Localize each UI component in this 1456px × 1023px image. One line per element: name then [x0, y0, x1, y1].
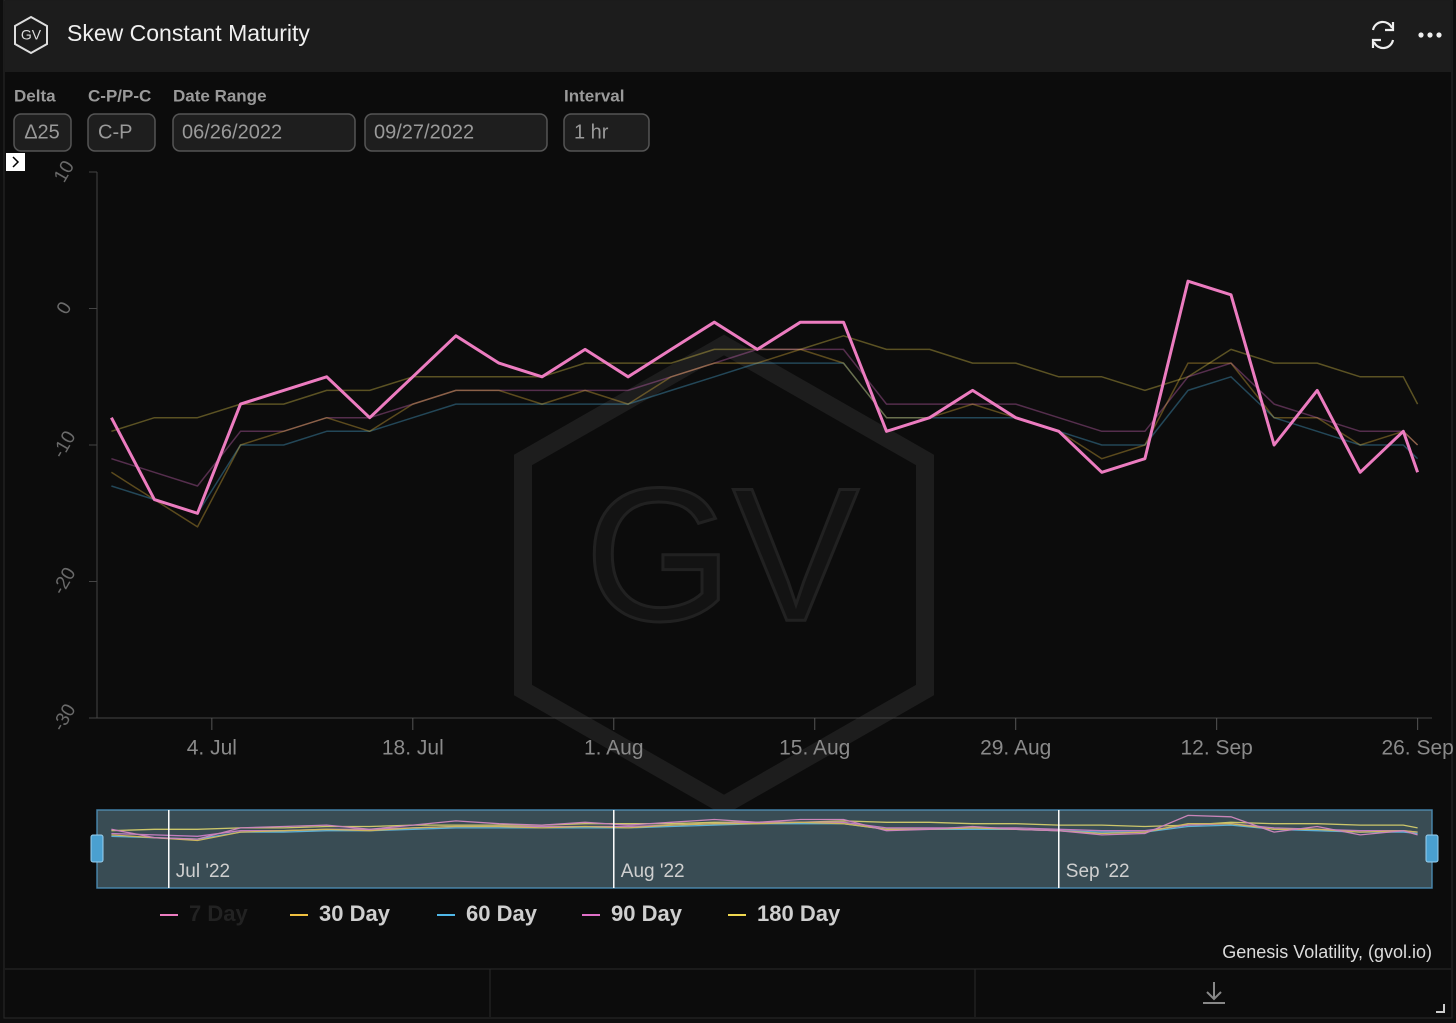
resize-handle	[1436, 1004, 1445, 1013]
x-tick-label: 15. Aug	[779, 737, 850, 760]
x-tick-label: 12. Sep	[1180, 737, 1252, 760]
series-line	[111, 362, 1419, 515]
x-tick-label: 1. Aug	[584, 737, 644, 760]
dot	[1427, 32, 1433, 38]
control-label: Date Range	[173, 86, 267, 105]
legend-label: 90 Day	[611, 901, 683, 926]
x-tick-label: 29. Aug	[980, 737, 1051, 760]
dot	[1418, 32, 1424, 38]
legend-item[interactable]: 30 Day	[290, 901, 391, 926]
legend-label: 60 Day	[466, 901, 538, 926]
delta-select[interactable]	[13, 113, 72, 152]
toggle-chevron	[12, 156, 20, 168]
legend-label: 7 Day	[189, 901, 248, 926]
interval-select[interactable]	[563, 113, 650, 152]
control-value: Δ25	[24, 121, 60, 143]
x-tick-label: 4. Jul	[187, 737, 237, 760]
panel-title: Skew Constant Maturity	[67, 20, 310, 46]
refresh-arc	[1372, 39, 1395, 50]
series-line	[110, 348, 1419, 528]
navigator-tick-label: Sep '22	[1066, 861, 1130, 882]
control-value: 06/26/2022	[182, 121, 282, 143]
navigator-tick-label: Jul '22	[176, 861, 230, 882]
navigator-handle[interactable]	[1425, 834, 1439, 863]
legend-item[interactable]: 7 Day	[160, 901, 248, 926]
navigator-tick-label: Aug '22	[621, 861, 685, 882]
legend-item[interactable]: 180 Day	[728, 901, 841, 926]
legend-item[interactable]: 60 Day	[437, 901, 538, 926]
watermark: GV	[514, 334, 934, 816]
control-label: C-P/P-C	[88, 86, 151, 105]
navigator-mask	[97, 810, 1432, 888]
legend-item[interactable]: 90 Day	[582, 901, 683, 926]
download-icon	[1203, 982, 1225, 1004]
cp-select[interactable]	[87, 113, 156, 152]
legend-label: 180 Day	[757, 901, 841, 926]
end-date-input[interactable]	[364, 113, 548, 152]
logo-hexagon	[14, 15, 48, 55]
more-button[interactable]	[1418, 32, 1442, 38]
navigator-line	[111, 821, 1418, 842]
credits[interactable]: Genesis Volatility, (gvol.io)	[1222, 942, 1432, 962]
refresh-arrow	[1371, 38, 1381, 48]
sidebar-toggle[interactable]	[6, 153, 25, 171]
start-date-input[interactable]	[172, 113, 356, 152]
control-label: Delta	[14, 86, 56, 105]
control-value: 09/27/2022	[374, 121, 474, 143]
x-tick-label: 18. Jul	[382, 737, 444, 760]
legend-label: 30 Day	[319, 901, 391, 926]
navigator-line	[111, 814, 1418, 840]
refresh-button[interactable]	[1371, 20, 1395, 50]
series-line	[110, 279, 1420, 515]
refresh-arc	[1371, 20, 1394, 31]
header-bar	[5, 1, 1451, 72]
series-line	[111, 335, 1419, 433]
logo-text: GV	[21, 27, 42, 43]
series-line	[111, 348, 1419, 487]
control-value: 1 hr	[574, 121, 609, 143]
navigator-handle[interactable]	[90, 834, 104, 863]
dot	[1436, 32, 1442, 38]
control-label: Interval	[564, 86, 624, 105]
watermark-hexagon	[514, 334, 934, 816]
navigator: Jul '22 Aug '22 Sep '22	[90, 809, 1439, 889]
control-value: C-P	[98, 121, 132, 143]
watermark-text: GV	[585, 449, 860, 661]
navigator-line	[111, 823, 1418, 840]
download-button[interactable]	[1203, 982, 1225, 1004]
x-tick-label: 26. Sep	[1381, 737, 1453, 760]
refresh-arrow	[1385, 22, 1395, 32]
